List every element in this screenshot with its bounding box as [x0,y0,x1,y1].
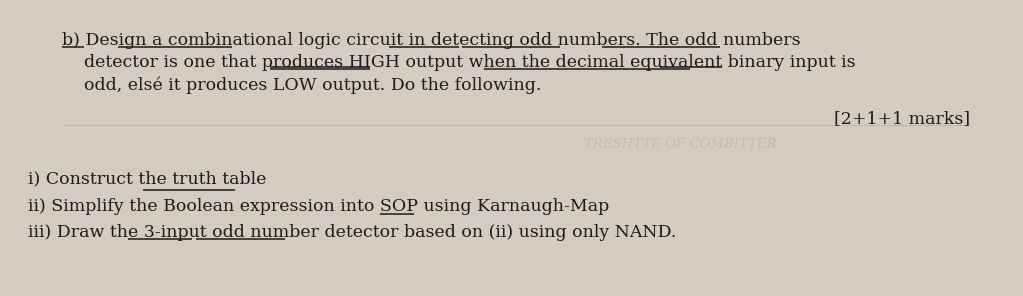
Text: detector is one that produces HIGH output when the decimal equivalent binary inp: detector is one that produces HIGH outpu… [62,54,855,71]
Text: odd, elsé it produces LOW output. Do the following.: odd, elsé it produces LOW output. Do the… [62,76,541,94]
Text: ii) Simplify the Boolean expression into SOP using Karnaugh-Map: ii) Simplify the Boolean expression into… [28,198,610,215]
Text: [2+1+1 marks]: [2+1+1 marks] [834,110,970,127]
Text: iii) Draw the 3-input odd number detector based on (ii) using only NAND.: iii) Draw the 3-input odd number detecto… [28,224,676,241]
Text: b) Design a combinational logic circuit in detecting odd numbers. The odd number: b) Design a combinational logic circuit … [62,32,801,49]
Text: i) Construct the truth table: i) Construct the truth table [28,170,266,187]
Text: TRESHTTE OF COMBITTER: TRESHTTE OF COMBITTER [584,138,776,151]
